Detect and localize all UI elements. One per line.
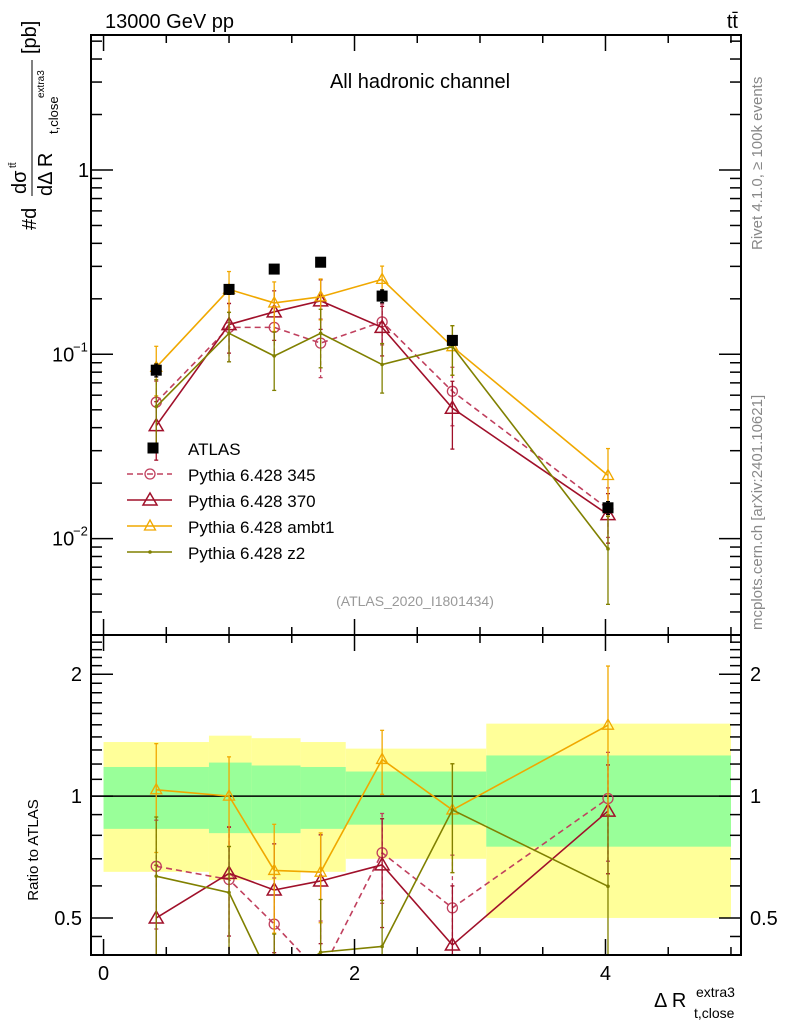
- xlabel-sub: t,close: [694, 1005, 735, 1021]
- ratio-frame: [90, 634, 742, 956]
- legend-item-atlas: ATLAS: [147, 440, 241, 459]
- mcplots-label: mcplots.cern.ch [arXiv:2401.10621]: [749, 395, 766, 630]
- series-2-ratio-point: [149, 782, 163, 795]
- series-1-point: [373, 318, 391, 334]
- y-tick-exponent: −2: [73, 524, 88, 539]
- series-2-point: [375, 272, 389, 285]
- atlas-data-point: [602, 502, 614, 514]
- legend-marker: [141, 491, 159, 506]
- series-3-ratio-point: [272, 985, 276, 989]
- y-axis-label: #d dσ tt̄ dΔ R t,close extra3 [pb]: [7, 21, 61, 230]
- series-1-ratio-point: [444, 936, 461, 951]
- series-2-ratio-point: [267, 863, 281, 876]
- x-tick-label: 0: [98, 963, 109, 985]
- legend-label: Pythia 6.428 z2: [188, 544, 305, 563]
- y-tick-label: 10: [52, 529, 74, 551]
- atlas-data-point: [376, 290, 388, 302]
- ylabel-num-sup: tt̄: [7, 162, 19, 168]
- legend-item-series-0: Pythia 6.428 345: [127, 466, 316, 485]
- series-2-point: [601, 468, 615, 481]
- xlabel-main: Δ R: [654, 990, 686, 1012]
- series-1-ratio-point: [373, 856, 391, 871]
- ratio-tick-label-left: 1: [71, 786, 82, 808]
- series-2-ratio-point: [314, 864, 328, 877]
- x-axis-label: Δ R extra3 t,close: [654, 984, 735, 1021]
- ylabel-den: dΔ R: [35, 153, 57, 196]
- process-label: tt̄: [727, 11, 739, 33]
- legend-marker: [148, 550, 152, 554]
- ratio-tick-label-right: 1: [750, 786, 761, 808]
- ratio-tick-label-right: 2: [750, 664, 761, 686]
- series-1-point: [444, 399, 461, 414]
- legend-marker: [144, 468, 156, 480]
- series-2-point: [267, 295, 281, 308]
- legend-label: Pythia 6.428 370: [188, 492, 316, 511]
- y-tick-label: 10: [52, 344, 74, 366]
- legend-marker: [143, 518, 157, 531]
- ylabel-den-sub: t,close: [46, 96, 61, 134]
- ylabel-den-sup: extra3: [36, 70, 47, 98]
- atlas-data-point: [150, 364, 162, 376]
- series-3-point: [606, 547, 610, 551]
- energy-label: 13000 GeV pp: [105, 11, 234, 33]
- legend-label: ATLAS: [188, 440, 241, 459]
- legend-item-series-2: Pythia 6.428 ambt1: [127, 518, 334, 537]
- series-3-ratio-point: [380, 944, 384, 949]
- series-2-ratio-point: [375, 752, 389, 765]
- y-tick-label: 1: [78, 160, 89, 182]
- series-2-ratio-point: [222, 788, 236, 801]
- x-tick-label: 2: [349, 963, 360, 985]
- atlas-data-point: [315, 256, 327, 268]
- legend-item-series-3: Pythia 6.428 z2: [127, 544, 305, 563]
- series-2-point: [314, 289, 328, 302]
- series-3-ratio-point: [227, 890, 231, 895]
- legend-label: Pythia 6.428 345: [188, 466, 316, 485]
- ylabel-unit: [pb]: [19, 21, 41, 54]
- series-3-ratio-point: [606, 884, 610, 889]
- legend-label: Pythia 6.428 ambt1: [188, 518, 334, 537]
- ratio-tick-label-left: 0.5: [54, 908, 82, 930]
- series-2-ratio-point: [601, 717, 615, 730]
- series-3-ratio-point: [450, 808, 455, 812]
- stat-uncertainty-band: [251, 765, 301, 834]
- ratio-ylabel: Ratio to ATLAS: [25, 799, 42, 900]
- series-3-point: [380, 362, 384, 367]
- series-3-point: [272, 354, 277, 358]
- series-0-ratio-point: [316, 969, 326, 979]
- chart-title: All hadronic channel: [330, 71, 510, 93]
- series-3-point: [318, 331, 323, 336]
- series-3-ratio-point: [154, 874, 159, 878]
- series-3-point: [227, 331, 231, 336]
- stat-uncertainty-band: [300, 766, 346, 829]
- ratio-tick-label-right: 0.5: [750, 908, 778, 930]
- ratio-tick-label-left: 2: [71, 664, 82, 686]
- ylabel-num: dσ: [9, 170, 31, 194]
- analysis-label: (ATLAS_2020_I1801434): [336, 593, 494, 609]
- xlabel-sup: extra3: [696, 984, 735, 1000]
- series-3-point: [154, 404, 159, 409]
- series-3-ratio-point: [318, 950, 323, 955]
- legend-marker: [147, 442, 159, 454]
- rivet-label: Rivet 4.1.0, ≥ 100k events: [749, 77, 766, 250]
- x-tick-label: 4: [600, 963, 611, 985]
- legend-item-series-1: Pythia 6.428 370: [127, 491, 316, 511]
- atlas-data-point: [446, 334, 458, 346]
- y-tick-exponent: −1: [73, 339, 88, 354]
- atlas-data-point: [268, 263, 280, 275]
- atlas-data-point: [223, 283, 235, 295]
- ylabel-pre: #d: [19, 208, 41, 230]
